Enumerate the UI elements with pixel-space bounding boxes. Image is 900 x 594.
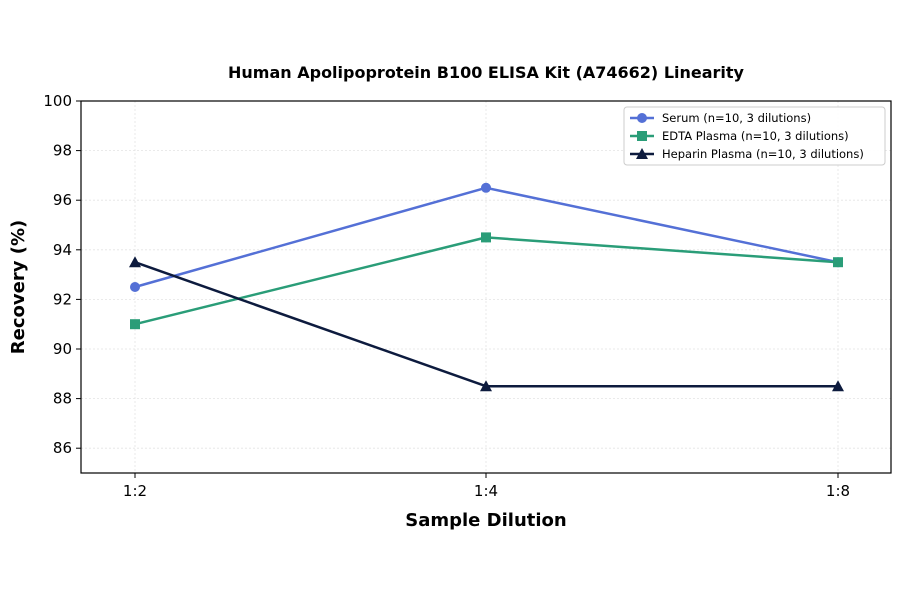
legend-marker [637,113,647,123]
data-point [129,256,141,268]
legend-marker [637,131,647,141]
legend-marker [636,148,648,159]
x-tick-label: 1:8 [826,482,850,500]
x-axis-label: Sample Dilution [405,510,566,531]
y-tick-label: 96 [53,191,72,209]
series-2 [130,232,843,330]
y-tick-label: 98 [53,142,72,160]
legend-item: Serum (n=10, 3 dilutions) [630,111,811,125]
data-point [130,282,140,292]
x-tick-label: 1:4 [474,482,498,500]
legend: Serum (n=10, 3 dilutions) EDTA Plasma (n=… [623,106,886,166]
legend-label: EDTA Plasma (n=10, 3 dilutions) [662,129,849,143]
data-point [130,319,140,330]
series-line [134,236,839,326]
chart-title: Human Apolipoprotein B100 ELISA Kit (A74… [228,63,745,82]
legend-frame [623,106,886,166]
y-tick-label: 92 [53,290,72,308]
y-tick-label: 90 [53,340,72,358]
series-layer [129,182,844,392]
y-tick-label: 100 [43,92,72,110]
legend-item: Heparin Plasma (n=10, 3 dilutions) [630,147,864,161]
legend-label: Serum (n=10, 3 dilutions) [662,111,811,125]
x-tick-label: 1:2 [123,482,147,500]
data-point [833,257,843,268]
y-axis-label: Recovery (%) [8,220,29,354]
tick-layer: 86 88 90 92 94 96 98 100 1:2 1:4 1:8 [43,92,850,500]
y-tick-label: 88 [53,390,72,408]
data-point [480,380,492,392]
legend-label: Heparin Plasma (n=10, 3 dilutions) [662,147,864,161]
series-3 [129,256,844,392]
legend-item: EDTA Plasma (n=10, 3 dilutions) [630,129,849,143]
data-point [481,182,491,193]
y-tick-label: 86 [53,439,72,457]
y-tick-label: 94 [53,241,72,259]
series-line [134,261,838,388]
data-point [481,232,491,243]
data-point [832,380,844,392]
